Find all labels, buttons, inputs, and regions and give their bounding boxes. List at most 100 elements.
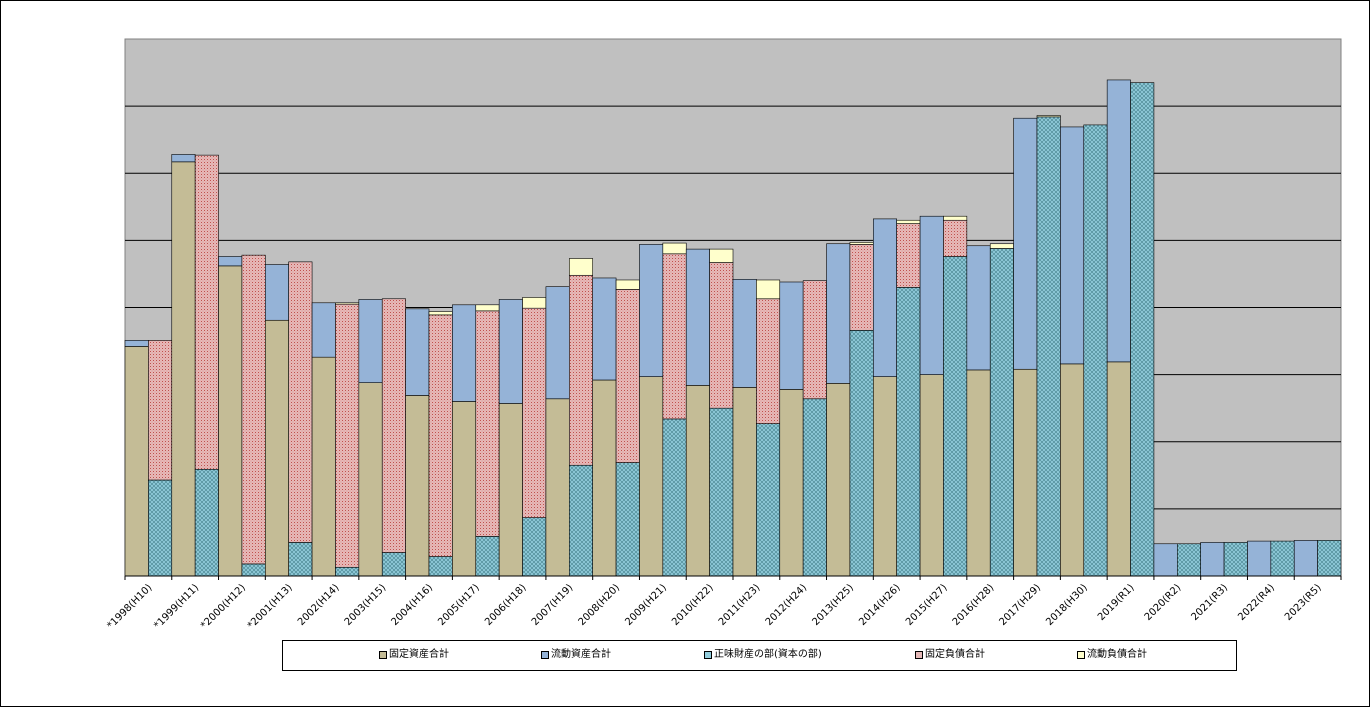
bar-segment [849, 242, 874, 245]
bar-segment [358, 299, 383, 383]
bar-segment [358, 382, 383, 577]
x-tick-label: 2012(H24) [764, 582, 810, 628]
bar-segment [709, 248, 734, 263]
bar-segment [826, 243, 851, 384]
legend-label: 固定負債合計 [925, 649, 985, 660]
bar-segment [148, 340, 173, 481]
bar-segment [989, 248, 1014, 577]
bar-segment [569, 274, 593, 466]
x-tick-label: 2022(R4) [1236, 582, 1277, 623]
legend: 固定資産合計 流動資産合計 正味財産の部(資本の部) 固定負債合計 流動負債合計 [282, 640, 1237, 671]
bar-segment [1036, 115, 1061, 118]
bar-segment [685, 248, 710, 386]
bar-segment [802, 280, 827, 400]
bar-segment [522, 307, 547, 518]
bar-segment [194, 468, 219, 577]
bar-segment [732, 279, 757, 388]
bar-segment [265, 264, 289, 321]
bar-segment [919, 374, 944, 577]
bar-segment [639, 376, 664, 577]
bar-segment [311, 302, 336, 358]
bar-segment [919, 215, 944, 375]
legend-item: 固定負債合計 [915, 650, 985, 660]
bar-segment [1177, 543, 1201, 577]
bar-segment [545, 398, 570, 577]
legend-item: 正味財産の部(資本の部) [704, 650, 822, 660]
bar-segment [381, 298, 406, 553]
bar-segment [288, 261, 313, 543]
bar-segment [756, 279, 781, 300]
bar-segment [615, 289, 640, 463]
bar-segment [802, 398, 827, 577]
x-tick-label: *1999(H11) [152, 582, 201, 631]
bar-segment [335, 302, 360, 305]
x-tick-label: 2008(H20) [577, 582, 623, 628]
bar-segment [522, 297, 547, 309]
bar-segment [615, 279, 640, 290]
bar-segment [475, 536, 500, 577]
bar-segment [756, 298, 781, 424]
bar-segment [335, 566, 360, 577]
x-tick-label: 2018(H30) [1044, 582, 1090, 628]
bar-segment [1106, 361, 1131, 577]
bar-segment [148, 479, 173, 577]
bar-segment [428, 311, 453, 316]
bar-segment [966, 369, 991, 577]
legend-item: 流動資産合計 [541, 650, 611, 660]
bar-segment [662, 418, 687, 577]
bar-segment [849, 244, 874, 331]
legend-label: 正味財産の部(資本の部) [714, 649, 822, 660]
bar-segment [498, 403, 523, 577]
bar-segment [615, 462, 640, 577]
bar-segment [265, 319, 289, 577]
legend-item: 固定資産合計 [379, 650, 449, 660]
legend-label: 固定資産合計 [389, 649, 449, 660]
legend-swatch [541, 651, 549, 659]
bar-segment [218, 256, 243, 267]
bar-segment [311, 356, 336, 577]
x-tick-label: 2021(R3) [1189, 582, 1230, 623]
bar-segment [171, 154, 196, 163]
bar-segment [1060, 363, 1085, 577]
bar-segment [335, 303, 360, 568]
legend-swatch [379, 651, 387, 659]
bar-segment [873, 376, 897, 577]
x-tick-label: *2000(H12) [199, 582, 248, 631]
x-tick-label: 2016(H28) [951, 582, 997, 628]
bar-segment [1223, 542, 1248, 577]
bar-segment [381, 552, 406, 577]
bar-segment [288, 542, 313, 577]
bar-segment [428, 314, 453, 557]
x-tick-label: 2019(R1) [1096, 582, 1137, 623]
bar-segment [1060, 126, 1085, 365]
x-tick-label: 2023(R5) [1283, 582, 1324, 623]
bar-segment [1293, 540, 1318, 577]
bar-segment [522, 517, 547, 577]
bar-segment [1153, 543, 1178, 577]
x-tick-label: 2017(H29) [998, 582, 1044, 628]
x-tick-label: 2009(H21) [623, 582, 669, 628]
x-tick-label: 2003(H15) [343, 582, 389, 628]
bar-segment [592, 379, 617, 577]
bar-segment [475, 304, 500, 312]
bar-segment [849, 330, 874, 577]
x-tick-label: 2014(H26) [857, 582, 903, 628]
x-tick-label: *2001(H13) [246, 582, 295, 631]
bar-segment [452, 304, 477, 402]
bar-segment [428, 556, 453, 577]
bar-segment [685, 385, 710, 577]
bar-segment [405, 395, 430, 577]
bar-segment [1247, 540, 1272, 577]
legend-label: 流動資産合計 [551, 649, 611, 660]
legend-item: 流動負債合計 [1077, 650, 1147, 660]
bar-segment [569, 464, 593, 577]
bar-segment [241, 254, 266, 565]
bar-segment [1013, 368, 1038, 577]
bar-segment [639, 244, 664, 377]
x-tick-label: 2007(H19) [530, 582, 576, 628]
bar-segment [896, 287, 921, 577]
bar-segment [452, 401, 477, 577]
bar-segment [779, 281, 804, 390]
bar-segment [1083, 124, 1108, 577]
